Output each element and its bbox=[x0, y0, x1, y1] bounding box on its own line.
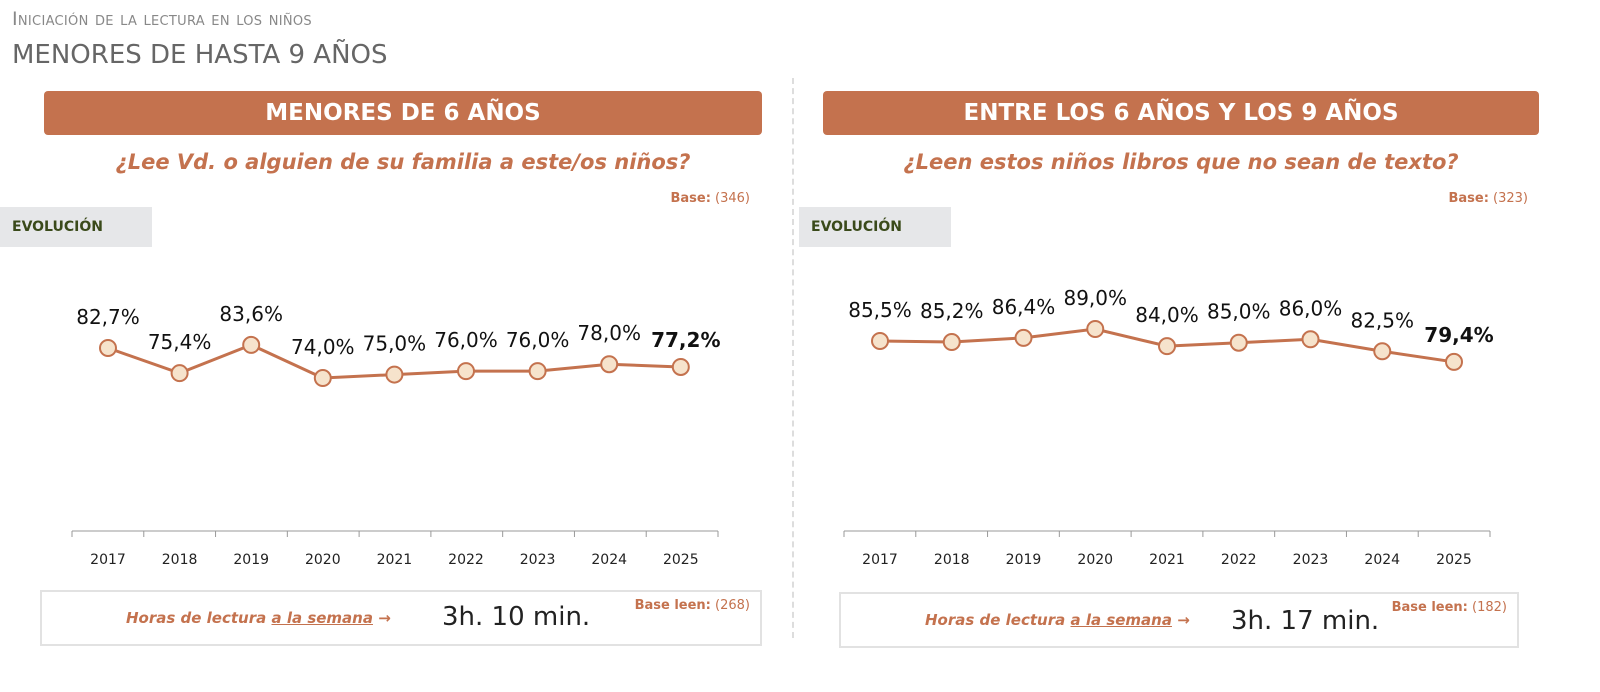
x-tick-label: 2019 bbox=[233, 552, 269, 568]
hours-label-text: Horas de lectura bbox=[925, 611, 1066, 629]
data-point bbox=[671, 357, 690, 376]
base-leen: Base leen: (268) bbox=[635, 598, 750, 613]
data-label: 82,7% bbox=[76, 305, 140, 329]
hours-value: 3h. 10 min. bbox=[442, 602, 591, 632]
x-tick-label: 2020 bbox=[305, 552, 341, 568]
data-label: 79,4% bbox=[1424, 323, 1493, 347]
data-label: 84,0% bbox=[1135, 303, 1199, 327]
hours-value: 3h. 17 min. bbox=[1231, 606, 1380, 636]
data-label: 77,2% bbox=[651, 328, 720, 352]
data-point bbox=[1373, 342, 1392, 361]
hours-box-right: Horas de lectura a la semana → 3h. 17 mi… bbox=[839, 592, 1519, 648]
base-label: Base: bbox=[670, 191, 711, 206]
x-tick-label: 2023 bbox=[520, 552, 556, 568]
data-label: 86,4% bbox=[992, 295, 1056, 319]
x-tick-label: 2017 bbox=[862, 552, 898, 568]
base-leen-value: (182) bbox=[1472, 600, 1507, 615]
evolution-label-left: EVOLUCIÓN bbox=[0, 207, 152, 247]
base-leen-value: (268) bbox=[715, 598, 750, 613]
hours-link: a la semana bbox=[271, 609, 373, 627]
data-point bbox=[600, 355, 619, 374]
panel-divider bbox=[792, 78, 794, 638]
data-point bbox=[457, 362, 475, 381]
x-tick-label: 2020 bbox=[1077, 552, 1113, 568]
base-leen-label: Base leen: bbox=[1391, 600, 1468, 615]
base-label: Base: bbox=[1448, 191, 1489, 206]
data-point bbox=[1229, 333, 1248, 352]
supertitle: Iniciación de la lectura en los niños bbox=[12, 8, 312, 30]
base-leen: Base leen: (182) bbox=[1392, 600, 1507, 615]
x-tick-label: 2024 bbox=[591, 552, 627, 568]
x-tick-label: 2023 bbox=[1293, 552, 1329, 568]
data-point bbox=[1014, 328, 1033, 347]
hours-label: Horas de lectura a la semana → bbox=[925, 611, 1190, 629]
x-tick-label: 2019 bbox=[1006, 552, 1042, 568]
data-point bbox=[1158, 337, 1176, 356]
x-tick-label: 2025 bbox=[663, 552, 699, 568]
data-label: 85,2% bbox=[920, 299, 984, 323]
data-point bbox=[871, 332, 889, 350]
x-tick-label: 2021 bbox=[377, 552, 413, 568]
data-label: 76,0% bbox=[434, 328, 498, 352]
data-label: 76,0% bbox=[506, 328, 570, 352]
data-label: 74,0% bbox=[291, 335, 355, 359]
arrow-right-icon: → bbox=[1177, 611, 1190, 629]
data-point bbox=[1445, 352, 1463, 371]
evolution-label-right: EVOLUCIÓN bbox=[799, 207, 951, 247]
data-label: 78,0% bbox=[577, 321, 641, 345]
base-leen-label: Base leen: bbox=[634, 598, 711, 613]
data-point bbox=[528, 362, 547, 381]
base-left: Base: (346) bbox=[670, 191, 750, 206]
data-label: 86,0% bbox=[1279, 296, 1343, 320]
x-tick-label: 2021 bbox=[1149, 552, 1185, 568]
data-point bbox=[385, 365, 404, 384]
x-tick-label: 2022 bbox=[1221, 552, 1257, 568]
data-label: 89,0% bbox=[1063, 286, 1127, 310]
hours-label-text: Horas de lectura bbox=[126, 609, 267, 627]
base-right: Base: (323) bbox=[1448, 191, 1528, 206]
x-tick-label: 2022 bbox=[448, 552, 484, 568]
hours-link: a la semana bbox=[1070, 611, 1172, 629]
data-point bbox=[1086, 319, 1105, 338]
data-point bbox=[942, 333, 961, 352]
data-point bbox=[99, 339, 117, 357]
data-label: 75,4% bbox=[148, 330, 212, 354]
x-tick-label: 2018 bbox=[162, 552, 198, 568]
x-tick-label: 2017 bbox=[90, 552, 126, 568]
banner-6-to-9: ENTRE LOS 6 AÑOS Y LOS 9 AÑOS bbox=[823, 91, 1539, 135]
data-label: 82,5% bbox=[1350, 308, 1414, 332]
data-point bbox=[242, 335, 261, 354]
base-value: (323) bbox=[1493, 191, 1528, 206]
data-label: 83,6% bbox=[219, 302, 283, 326]
hours-box-left: Horas de lectura a la semana → 3h. 10 mi… bbox=[40, 590, 762, 646]
data-label: 75,0% bbox=[363, 332, 427, 356]
data-point bbox=[313, 369, 332, 388]
page-title: MENORES DE HASTA 9 AÑOS bbox=[12, 40, 388, 70]
x-tick-label: 2025 bbox=[1436, 552, 1472, 568]
question-left: ¿Lee Vd. o alguien de su familia a este/… bbox=[115, 150, 691, 174]
x-tick-label: 2024 bbox=[1364, 552, 1400, 568]
data-point bbox=[1301, 330, 1320, 349]
arrow-right-icon: → bbox=[378, 609, 391, 627]
data-point bbox=[170, 364, 189, 383]
data-label: 85,5% bbox=[848, 298, 912, 322]
hours-label: Horas de lectura a la semana → bbox=[126, 609, 391, 627]
banner-under-6: MENORES DE 6 AÑOS bbox=[44, 91, 762, 135]
base-value: (346) bbox=[715, 191, 750, 206]
question-right: ¿Leen estos niños libros que no sean de … bbox=[903, 150, 1459, 174]
x-tick-label: 2018 bbox=[934, 552, 970, 568]
data-label: 85,0% bbox=[1207, 300, 1271, 324]
